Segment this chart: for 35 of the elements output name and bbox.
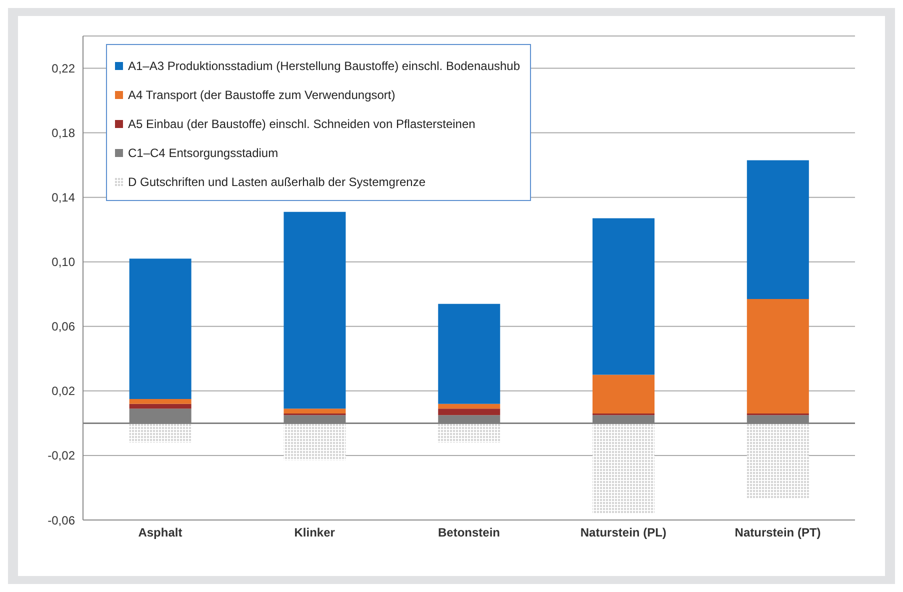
y-tick-label: 0,22	[52, 62, 76, 76]
y-tick-label: 0,06	[52, 320, 76, 334]
bar	[746, 423, 809, 500]
x-tick-label: Klinker	[294, 526, 336, 540]
legend-label: D Gutschriften und Lasten außerhalb der Systemgrenze	[128, 174, 426, 188]
bar	[746, 160, 809, 299]
bar	[438, 423, 500, 443]
legend-label: A5 Einbau (der Baustoffe) einschl. Schneiden von Pflastersteinen	[128, 116, 476, 130]
bar	[438, 304, 500, 404]
y-tick-label: 0,02	[52, 384, 76, 398]
bar	[438, 408, 500, 416]
bar	[284, 212, 346, 409]
bar	[438, 404, 500, 409]
bar	[129, 423, 192, 443]
legend-label: A4 Transport (der Baustoffe zum Verwendungsort)	[128, 88, 396, 102]
y-tick-label: 0,18	[52, 126, 76, 140]
x-tick-label: Naturstein (PT)	[734, 526, 821, 540]
legend-label: C1–C4 Entsorgungsstadium	[128, 146, 278, 160]
bar	[746, 298, 809, 414]
bar	[284, 423, 346, 460]
y-tick-label: 0,14	[52, 190, 76, 205]
x-tick-label: Asphalt	[138, 526, 182, 540]
bar	[592, 423, 655, 514]
bar	[129, 404, 192, 409]
x-tick-label: Betonstein	[438, 526, 500, 540]
y-tick-label: -0,06	[48, 513, 76, 528]
bar	[129, 399, 192, 404]
bar	[284, 408, 346, 414]
x-tick-label: Naturstein (PL)	[580, 526, 666, 540]
bar	[592, 374, 655, 414]
y-tick-label: 0,10	[52, 255, 76, 270]
legend-label: A1–A3 Produktionsstadium (Herstellung Baustoffe) einschl. Bodenaushub	[128, 58, 520, 72]
bar	[592, 218, 655, 375]
y-tick-label: -0,02	[48, 448, 76, 463]
bar	[129, 258, 192, 399]
